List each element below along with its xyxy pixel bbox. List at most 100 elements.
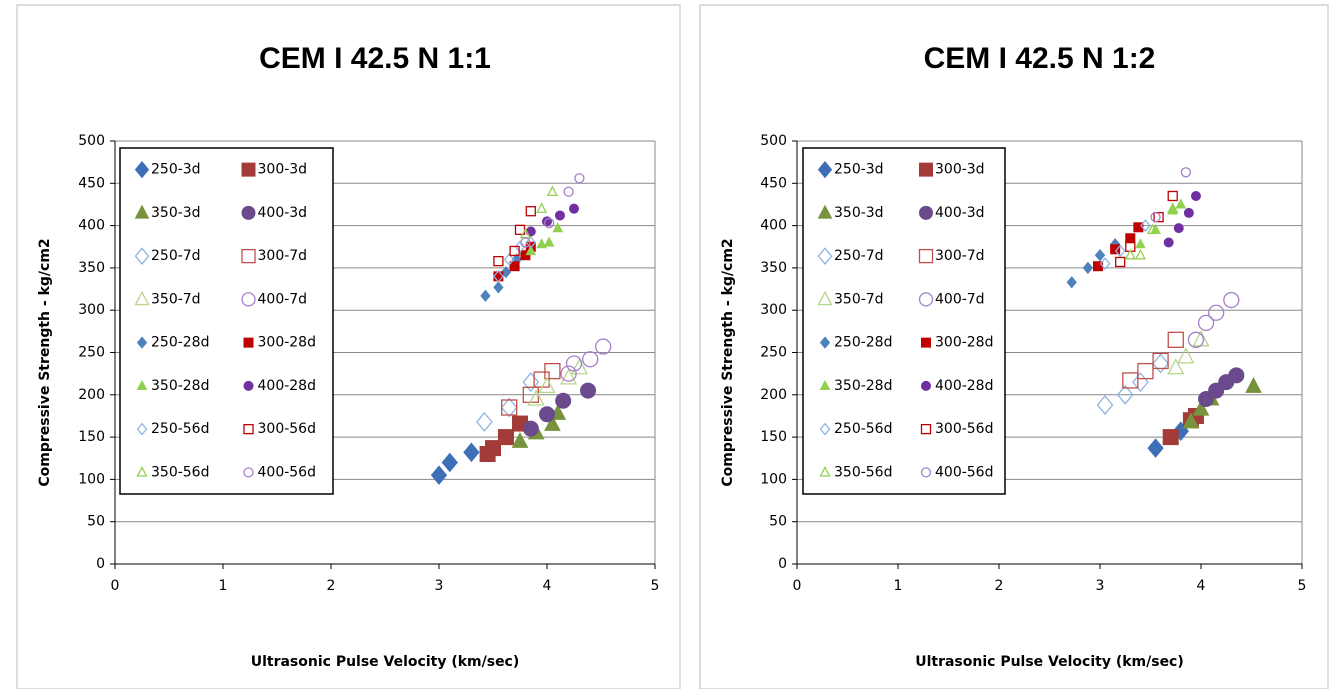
legend-marker [134, 247, 150, 265]
legend-label: 400-28d [258, 378, 316, 394]
point [1173, 223, 1184, 234]
legend-marker [134, 290, 150, 306]
point [1147, 438, 1164, 458]
point [536, 202, 548, 213]
legend-marker [921, 380, 931, 391]
legend-label: 300-28d [935, 335, 993, 351]
point [569, 203, 579, 214]
y-tick-label: 200 [760, 387, 787, 403]
y-tick-label: 150 [78, 429, 105, 445]
y-axis-label: Compressive Strength - kg/cm2 [37, 238, 53, 486]
point [1137, 362, 1154, 380]
point [1066, 276, 1077, 289]
point [1167, 358, 1185, 375]
point [1096, 394, 1114, 415]
point [560, 368, 578, 385]
y-tick-label: 150 [760, 429, 787, 445]
point [520, 237, 531, 248]
point [500, 265, 512, 279]
y-tick-label: 50 [87, 514, 105, 530]
legend-label: 400-7d [935, 291, 985, 307]
x-tick-label: 2 [995, 578, 1004, 594]
point [546, 185, 558, 197]
legend-box [119, 147, 334, 495]
y-tick-label: 200 [78, 387, 105, 403]
point [514, 240, 526, 254]
legend-marker [136, 379, 148, 390]
point [1110, 244, 1121, 255]
point [485, 440, 501, 457]
legend-label: 250-3d [151, 162, 201, 178]
legend-marker [136, 336, 148, 349]
legend-marker [243, 380, 254, 391]
legend-marker [241, 162, 256, 177]
legend-marker [243, 337, 254, 348]
point [1223, 291, 1240, 309]
x-tick-label: 1 [894, 578, 903, 594]
legend-marker [243, 423, 254, 435]
point [501, 399, 518, 416]
legend-marker [918, 292, 934, 307]
point [1162, 429, 1179, 446]
point [1187, 331, 1205, 348]
y-tick-label: 500 [760, 133, 787, 149]
point [1115, 256, 1126, 268]
x-axis-label: Ultrasonic Pulse Velocity (km/sec) [915, 654, 1184, 670]
point [522, 372, 540, 393]
point [555, 392, 572, 409]
point [1094, 249, 1106, 262]
x-tick-label: 2 [327, 578, 336, 594]
point [1152, 353, 1169, 374]
y-tick-label: 450 [78, 175, 105, 191]
chart-panel: CEM I 42.5 N 1:2050100150200250300350400… [699, 4, 1329, 689]
legend-marker [819, 336, 831, 349]
legend-marker [241, 205, 256, 220]
y-tick-label: 350 [760, 260, 787, 276]
point [582, 351, 599, 368]
point [527, 389, 545, 406]
point [509, 245, 520, 257]
point [1192, 399, 1210, 416]
x-tick-label: 1 [219, 578, 228, 594]
point [441, 452, 458, 473]
point [1177, 347, 1195, 364]
point [525, 244, 537, 256]
legend-marker [817, 204, 833, 219]
y-tick-label: 400 [78, 218, 105, 234]
point [463, 442, 480, 463]
legend-label: 300-7d [935, 248, 985, 264]
legend-marker [819, 466, 831, 477]
point [574, 173, 585, 184]
legend-label: 350-7d [151, 291, 201, 307]
legend-label: 250-28d [834, 335, 892, 351]
x-tick-label: 4 [543, 578, 552, 594]
y-tick-label: 300 [78, 302, 105, 318]
point [1124, 248, 1136, 260]
point [1167, 202, 1179, 213]
chart-title: CEM I 42.5 N 1:2 [924, 42, 1156, 75]
legend-label: 250-3d [834, 162, 884, 178]
point [1167, 331, 1184, 348]
legend-label: 400-3d [935, 205, 985, 221]
legend-marker [819, 422, 831, 436]
point [538, 376, 556, 393]
point [1152, 352, 1169, 370]
legend-label: 350-28d [834, 378, 892, 394]
legend-label: 250-56d [834, 421, 892, 437]
legend-box [802, 147, 1006, 495]
point [511, 432, 529, 448]
point [522, 420, 539, 437]
point [525, 206, 536, 217]
x-tick-label: 5 [1298, 578, 1307, 594]
x-tick-label: 3 [435, 578, 444, 594]
legend-label: 300-56d [258, 421, 316, 437]
point [509, 261, 520, 272]
legend-label: 400-56d [258, 464, 316, 480]
legend-label: 250-7d [834, 248, 884, 264]
y-tick-label: 400 [760, 218, 787, 234]
x-axis-label: Ultrasonic Pulse Velocity (km/sec) [251, 654, 520, 670]
point [1146, 223, 1159, 235]
legend-label: 300-7d [258, 248, 308, 264]
legend-marker [819, 379, 831, 390]
legend-marker [817, 161, 833, 179]
